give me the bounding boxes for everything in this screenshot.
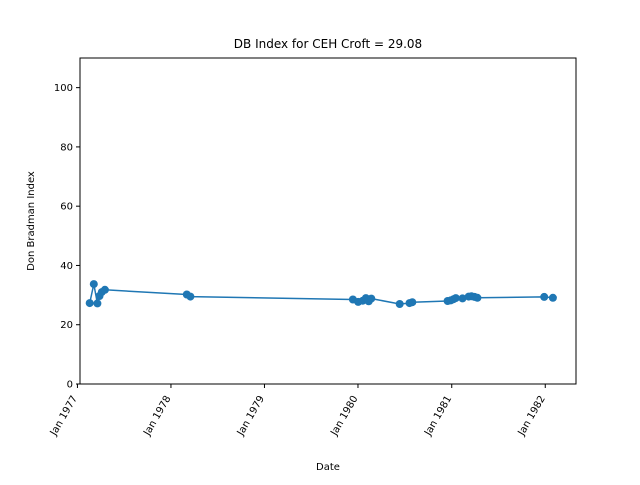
y-tick-label: 80: [60, 142, 73, 153]
data-point: [395, 300, 404, 308]
x-axis-label: Date: [316, 462, 340, 473]
y-tick-label: 0: [67, 380, 73, 391]
data-point: [451, 294, 460, 303]
axes: [79, 57, 577, 385]
data-point: [89, 280, 98, 289]
y-tick-label: 20: [60, 320, 73, 331]
data-point: [367, 294, 376, 303]
axes-frame: [79, 57, 577, 385]
y-tick-label: 100: [54, 83, 73, 94]
data-point: [93, 299, 102, 308]
y-axis-label: Don Bradman Index: [26, 171, 37, 271]
y-tick-label: 40: [60, 261, 73, 272]
data-point: [408, 298, 417, 307]
data-point: [458, 294, 467, 303]
data-point: [540, 292, 549, 301]
y-tick-label: 60: [60, 202, 73, 213]
data-point: [85, 299, 94, 308]
data-point: [473, 293, 482, 302]
plot-area: [85, 280, 557, 308]
chart-title: DB Index for CEH Croft = 29.08: [234, 37, 422, 51]
data-point: [100, 285, 109, 294]
y-axis-ticks: 0 20 40 60 80 100: [54, 83, 80, 391]
data-point: [186, 292, 195, 301]
data-point: [548, 293, 557, 302]
